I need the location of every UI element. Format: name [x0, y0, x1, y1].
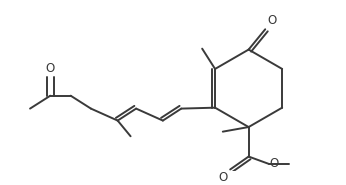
Text: O: O	[270, 157, 279, 170]
Text: O: O	[267, 14, 276, 27]
Text: O: O	[46, 62, 55, 75]
Text: O: O	[218, 171, 227, 184]
